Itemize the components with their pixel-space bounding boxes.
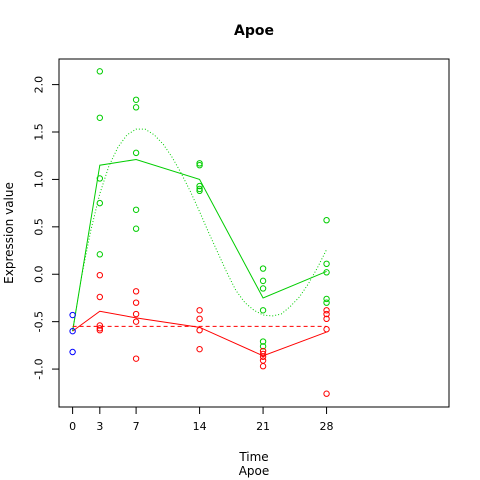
green-solid-line	[72, 158, 327, 332]
y-tick-label: 0.0	[33, 265, 46, 283]
y-tick-label: -0.5	[33, 311, 46, 332]
y-tick-label: 2.0	[33, 76, 46, 94]
y-axis: -1.0 -0.5 0.0 0.5 1.0 1.5 2.0	[33, 76, 60, 380]
red-data-point	[132, 288, 140, 295]
green-data-point	[196, 160, 203, 167]
green-data-point	[259, 343, 267, 350]
green-data-point	[323, 260, 330, 268]
x-tick-label: 3	[96, 420, 103, 433]
red-data-point	[259, 363, 267, 370]
red-data-point	[96, 293, 104, 301]
red-data-point	[196, 326, 203, 334]
green-data-point	[259, 277, 267, 285]
red-data-point	[196, 307, 203, 314]
red-data-point	[323, 307, 330, 314]
green-data-point	[259, 285, 267, 292]
green-data-point	[259, 265, 267, 272]
baseline-data-point	[69, 348, 76, 356]
x-tick-label: 21	[256, 420, 270, 433]
green-data-point	[323, 299, 330, 306]
green-data-point	[96, 199, 104, 207]
green-data-point	[259, 307, 267, 314]
red-data-point	[196, 345, 203, 353]
x-tick-label: 28	[320, 420, 334, 433]
y-tick-label: 1.5	[33, 123, 46, 141]
x-axis: 0 3 7 14 21 28	[69, 406, 334, 433]
green-data-point	[323, 269, 330, 276]
green-data-point	[96, 114, 104, 121]
red-data-point	[259, 353, 267, 360]
y-tick-label: 0.5	[33, 218, 46, 236]
red-data-point	[96, 326, 104, 334]
green-data-point	[132, 206, 140, 213]
green-data-point	[196, 187, 203, 195]
green-data-point	[259, 338, 267, 345]
red-data-point	[323, 390, 330, 397]
x-axis-sublabel: Apoe	[239, 464, 270, 478]
red-data-point	[323, 315, 330, 323]
baseline-data-point	[69, 311, 76, 319]
red-data-point	[96, 271, 104, 279]
green-dotted-line	[72, 128, 328, 332]
green-data-point	[132, 96, 140, 103]
red-data-point	[132, 318, 140, 325]
x-tick-label: 14	[193, 420, 207, 433]
green-data-point	[196, 162, 203, 169]
red-data-point	[132, 310, 140, 318]
plot-lines	[72, 128, 328, 357]
x-tick-label: 0	[69, 420, 76, 433]
red-data-point	[132, 355, 140, 362]
green-data-point	[196, 185, 203, 193]
red-data-point	[196, 315, 203, 323]
red-data-point	[259, 350, 267, 358]
green-data-point	[96, 175, 104, 182]
red-data-point	[323, 326, 330, 333]
red-data-point	[96, 322, 104, 329]
green-data-point	[132, 104, 140, 111]
x-tick-label: 7	[133, 420, 140, 433]
green-data-point	[132, 225, 140, 232]
red-data-point	[132, 299, 140, 306]
green-data-point	[96, 251, 104, 258]
green-data-point	[323, 295, 330, 303]
y-tick-label: 1.0	[33, 171, 46, 189]
red-data-point	[96, 325, 104, 332]
red-solid-line	[72, 310, 327, 357]
plot-points	[69, 68, 330, 397]
green-data-point	[323, 216, 330, 224]
green-data-point	[132, 149, 140, 157]
chart-title: Apoe	[234, 23, 274, 39]
y-tick-label: -1.0	[33, 358, 46, 379]
red-data-point	[323, 310, 330, 318]
y-axis-label: Expression value	[2, 182, 16, 284]
green-data-point	[96, 68, 104, 75]
green-data-point	[196, 182, 203, 190]
x-axis-label: Time	[238, 450, 268, 464]
baseline-data-point	[69, 327, 76, 335]
